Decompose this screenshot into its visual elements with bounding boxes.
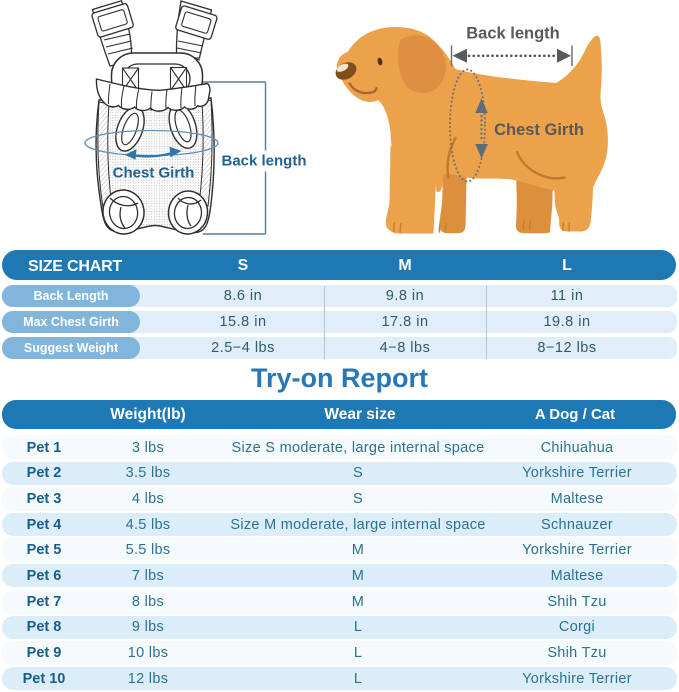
svg-text:Back length: Back length xyxy=(221,153,306,170)
svg-text:Chest Girth: Chest Girth xyxy=(494,121,584,139)
svg-text:Back length: Back length xyxy=(466,24,560,42)
svg-text:Chest Girth: Chest Girth xyxy=(113,165,195,182)
